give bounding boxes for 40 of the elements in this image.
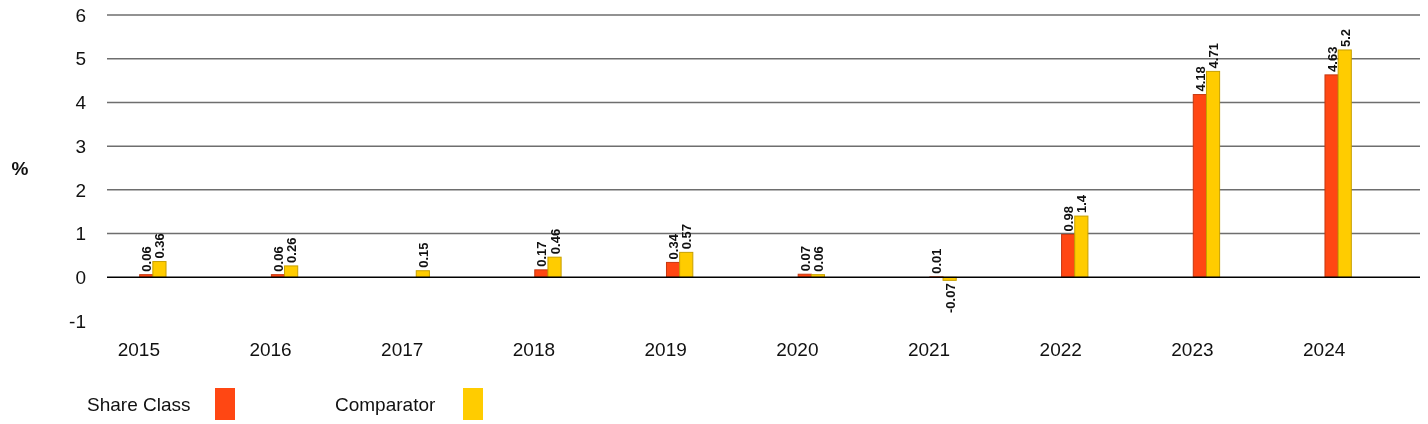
data-label: 0.15 bbox=[415, 242, 431, 268]
data-label: 0.17 bbox=[534, 241, 550, 267]
data-label: 0.26 bbox=[284, 237, 300, 263]
y-tick-label: -1 bbox=[69, 310, 86, 332]
data-label: 0.06 bbox=[270, 246, 286, 272]
data-label: 0.46 bbox=[547, 228, 563, 255]
data-label: 0.01 bbox=[929, 248, 945, 274]
x-tick-label: 2018 bbox=[512, 338, 556, 360]
x-tick-label: 2024 bbox=[1303, 338, 1346, 360]
x-tick-label: 2020 bbox=[776, 338, 819, 360]
data-label: 0.34 bbox=[666, 233, 682, 260]
data-label: 0.57 bbox=[679, 224, 695, 250]
x-tick-label: 2017 bbox=[381, 338, 424, 360]
data-label: 4.18 bbox=[1192, 66, 1208, 92]
x-tick-label: 2019 bbox=[644, 338, 687, 360]
y-tick-label: 5 bbox=[75, 48, 86, 70]
data-label: 0.07 bbox=[797, 245, 813, 272]
legend-label: Comparator bbox=[335, 393, 436, 415]
y-tick-label: 1 bbox=[75, 223, 86, 245]
y-tick-label: 3 bbox=[75, 135, 86, 157]
x-tick-label: 2015 bbox=[117, 338, 160, 360]
y-tick-label: 0 bbox=[75, 266, 86, 288]
data-label: 1.4 bbox=[1074, 194, 1090, 214]
x-tick-label: 2021 bbox=[907, 338, 951, 360]
data-label: 0.98 bbox=[1061, 206, 1077, 232]
y-tick-label: 2 bbox=[75, 179, 86, 201]
x-tick-label: 2023 bbox=[1171, 338, 1214, 360]
data-label: 0.06 bbox=[810, 246, 826, 272]
data-label: 5.2 bbox=[1337, 28, 1353, 47]
y-tick-label: 4 bbox=[75, 92, 87, 114]
y-tick-label: 6 bbox=[75, 4, 86, 26]
legend-label: Share Class bbox=[87, 393, 191, 415]
x-tick-label: 2016 bbox=[249, 338, 292, 360]
data-label: 4.63 bbox=[1324, 46, 1340, 72]
data-label: 0.36 bbox=[152, 233, 168, 259]
y-axis-title: % bbox=[11, 157, 29, 179]
data-label: 0.06 bbox=[139, 246, 155, 272]
data-label: 4.71 bbox=[1206, 43, 1222, 69]
x-tick-label: 2022 bbox=[1039, 338, 1082, 360]
data-label: -0.07 bbox=[942, 283, 958, 313]
